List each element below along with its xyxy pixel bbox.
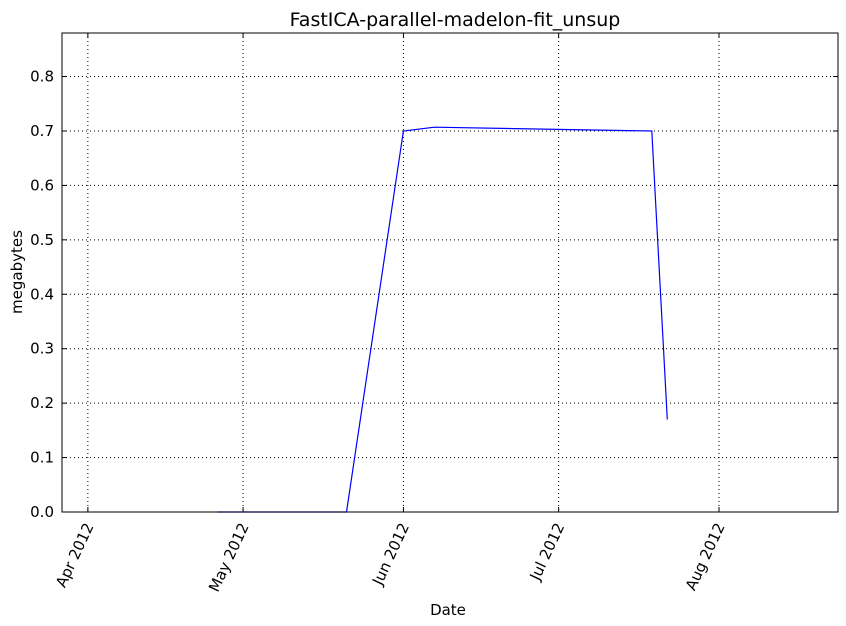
chart-title: FastICA-parallel-madelon-fit_unsup	[290, 9, 621, 31]
y-tick-label: 0.7	[30, 122, 54, 140]
y-tick-label: 0.0	[30, 503, 54, 521]
axis-ticks	[62, 33, 838, 513]
y-tick-label: 0.5	[30, 231, 54, 249]
grid-lines	[62, 33, 838, 512]
y-tick-label: 0.8	[30, 68, 54, 86]
y-tick-label: 0.4	[30, 285, 54, 303]
y-tick-label: 0.1	[30, 449, 54, 467]
y-tick-label: 0.2	[30, 394, 54, 412]
plot-frame	[61, 32, 839, 513]
y-tick-label: 0.3	[30, 340, 54, 358]
y-axis-title: megabytes	[8, 230, 26, 314]
x-axis-title: Date	[430, 601, 466, 619]
y-tick-label: 0.6	[30, 176, 54, 194]
